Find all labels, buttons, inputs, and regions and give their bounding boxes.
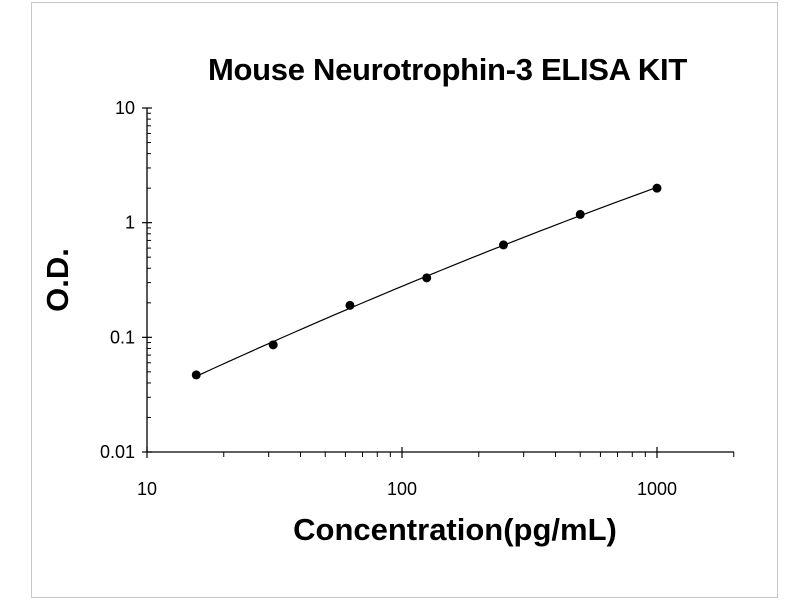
chart-title: Mouse Neurotrophin-3 ELISA KIT [208,52,687,87]
data-point [498,240,508,250]
x-tick-label: 100 [387,479,417,499]
chart-frame [31,2,778,598]
data-point [422,273,432,283]
x-axis-label: Concentration(pg/mL) [293,512,617,547]
x-tick-label: 1000 [637,479,677,499]
x-tick-label: 10 [137,479,157,499]
data-point [652,183,662,193]
data-point [268,340,278,350]
y-tick-label: 10 [115,98,135,118]
data-point [191,370,201,380]
y-tick-label: 0.1 [110,327,135,347]
data-point [575,209,585,219]
data-point [345,300,355,310]
y-tick-label: 1 [125,213,135,233]
y-tick-label: 0.01 [100,442,135,462]
